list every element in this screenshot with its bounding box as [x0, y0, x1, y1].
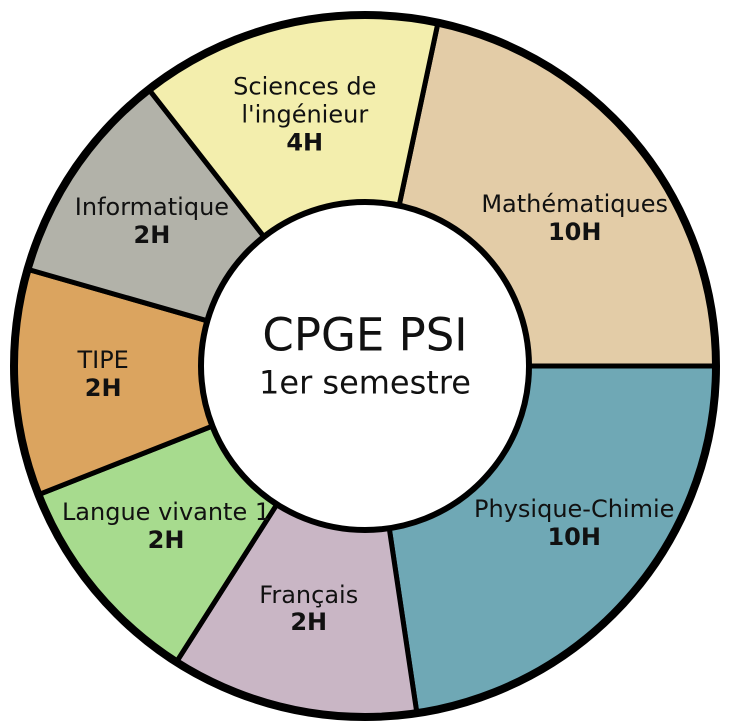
donut-outer-ring: [10, 11, 720, 721]
donut-hole: [198, 199, 532, 533]
